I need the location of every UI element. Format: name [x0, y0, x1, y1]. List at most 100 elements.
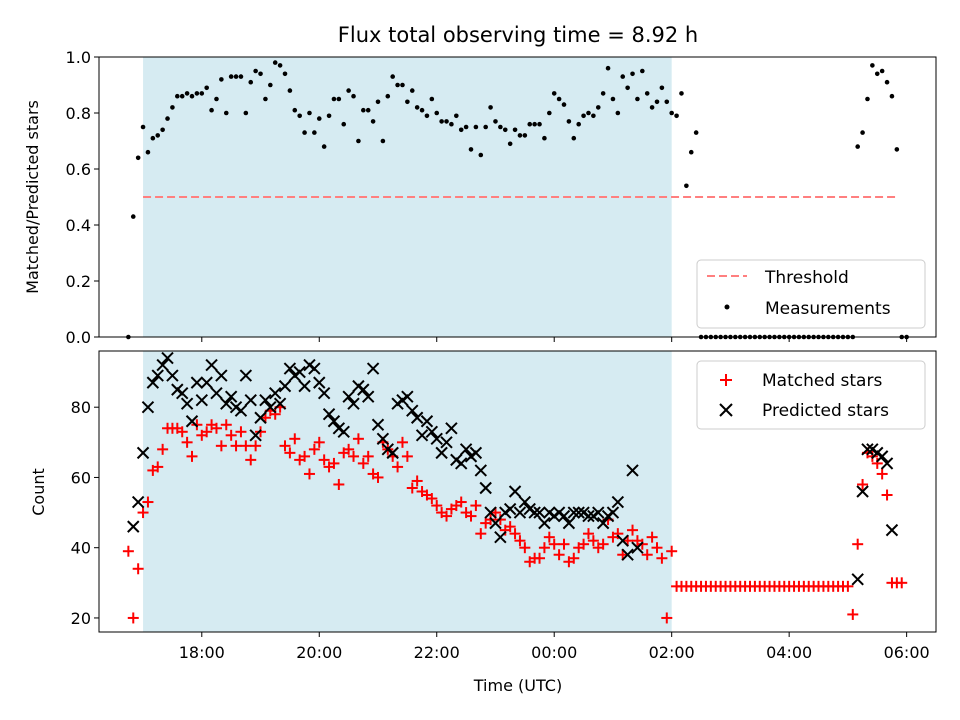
bottom-panel: 20 40 60 80 18:00 20:00 22:00 00:00 02:00 04:00 0…: [29, 350, 937, 695]
matched-star-point: [215, 440, 227, 452]
matched-star-point: [392, 461, 404, 473]
predicted-star-point: [366, 362, 380, 375]
measurement-point: [424, 113, 430, 119]
x-tick-label: 22:00: [414, 643, 460, 662]
top-measurement-marks: [126, 60, 909, 340]
measurement-point: [498, 124, 503, 130]
predicted-star-point: [435, 446, 448, 460]
measurement-point: [625, 85, 630, 91]
predicted-star-point: [401, 390, 414, 403]
measurement-point: [537, 121, 542, 127]
predicted-star-point: [415, 429, 429, 442]
matched-star-point: [612, 528, 624, 540]
measurement-point: [635, 96, 640, 102]
measurement-point: [889, 93, 895, 99]
measurement-point: [561, 102, 567, 107]
predicted-star-point: [298, 379, 311, 393]
measurement-point: [370, 119, 376, 124]
matched-star-point: [553, 549, 565, 561]
matched-star-point: [666, 545, 678, 557]
predicted-star-point: [861, 443, 874, 456]
predicted-star-point: [616, 534, 629, 547]
matched-star-point: [661, 612, 673, 624]
predicted-star-point: [430, 432, 443, 446]
matched-star-point: [152, 461, 164, 473]
predicted-star-point: [508, 485, 522, 498]
measurement-point: [268, 82, 273, 88]
matched-star-point: [137, 507, 149, 519]
measurement-point: [493, 119, 498, 124]
top-y-tick-label: 0.6: [66, 160, 91, 179]
matched-star-point: [210, 422, 222, 434]
bottom-y-tick-label: 60: [71, 468, 91, 487]
predicted-star-point: [621, 548, 634, 561]
predicted-star-point: [557, 509, 571, 523]
measurement-point: [478, 152, 484, 158]
top-y-tick-label: 1.0: [66, 48, 91, 67]
measurement-point: [434, 110, 440, 116]
predicted-star-point: [141, 400, 155, 414]
measurement-point: [874, 71, 880, 77]
matched-star-point: [876, 468, 888, 480]
matched-star-point: [269, 408, 281, 420]
matched-star-point: [225, 429, 237, 441]
measurement-point: [439, 119, 444, 124]
measurement-point: [297, 113, 302, 119]
top-y-ticks: 0.0 0.2 0.4 0.6 0.8 1.0: [66, 48, 99, 347]
measurement-point: [454, 113, 459, 119]
predicted-star-point: [596, 516, 610, 530]
top-y-tick-label: 0.2: [66, 272, 91, 291]
x-tick-label: 04:00: [766, 643, 812, 662]
predicted-star-point: [293, 365, 306, 379]
measurement-point: [204, 85, 209, 91]
predicted-star-point: [156, 358, 169, 372]
measurement-point: [444, 119, 449, 124]
predicted-star-point: [244, 393, 257, 407]
predicted-star-point: [136, 446, 150, 460]
x-tick-label: 00:00: [531, 643, 577, 662]
predicted-star-point: [376, 432, 390, 446]
measurement-point: [150, 135, 156, 141]
predicted-star-point: [479, 481, 492, 495]
matched-star-point: [597, 538, 609, 550]
x-tick-label: 20:00: [296, 643, 342, 662]
matched-star-point: [465, 510, 477, 522]
matched-star-point: [534, 552, 546, 564]
measurement-point: [449, 121, 454, 127]
predicted-star-point: [131, 495, 145, 509]
predicted-star-point: [264, 400, 277, 414]
predicted-star-point: [195, 393, 208, 407]
measurement-point: [679, 91, 684, 96]
measurement-point: [326, 113, 332, 119]
measurement-point: [865, 96, 870, 102]
measurement-point: [532, 121, 537, 127]
measurement-point: [605, 65, 611, 71]
matched-star-point: [896, 577, 908, 589]
measurement-point: [400, 82, 405, 88]
matched-star-point: [441, 510, 453, 522]
measurement-point: [365, 107, 371, 113]
measurement-point: [194, 91, 200, 96]
matched-star-point: [857, 478, 869, 490]
matched-star-point: [431, 500, 443, 512]
predicted-star-point: [631, 541, 644, 554]
measurement-point: [302, 130, 307, 135]
measurement-point: [199, 91, 205, 96]
measurement-point: [336, 96, 342, 102]
predicted-star-point: [347, 397, 360, 410]
matched-star-point: [220, 419, 232, 431]
measurement-point: [316, 116, 322, 121]
measurement-point: [688, 149, 694, 155]
measurement-point: [253, 68, 258, 74]
predicted-star-point: [151, 369, 164, 382]
measurement-point: [630, 71, 635, 77]
matched-star-point: [352, 433, 364, 445]
matched-star-point: [651, 542, 663, 554]
matched-star-point: [881, 489, 893, 501]
bottom-plot-frame: [98, 350, 937, 633]
x-tick-label: 06:00: [884, 643, 930, 662]
predicted-star-point: [513, 506, 527, 519]
matched-star-point: [582, 528, 594, 540]
predicted-star-point: [572, 506, 585, 519]
measurement-point: [223, 110, 229, 116]
